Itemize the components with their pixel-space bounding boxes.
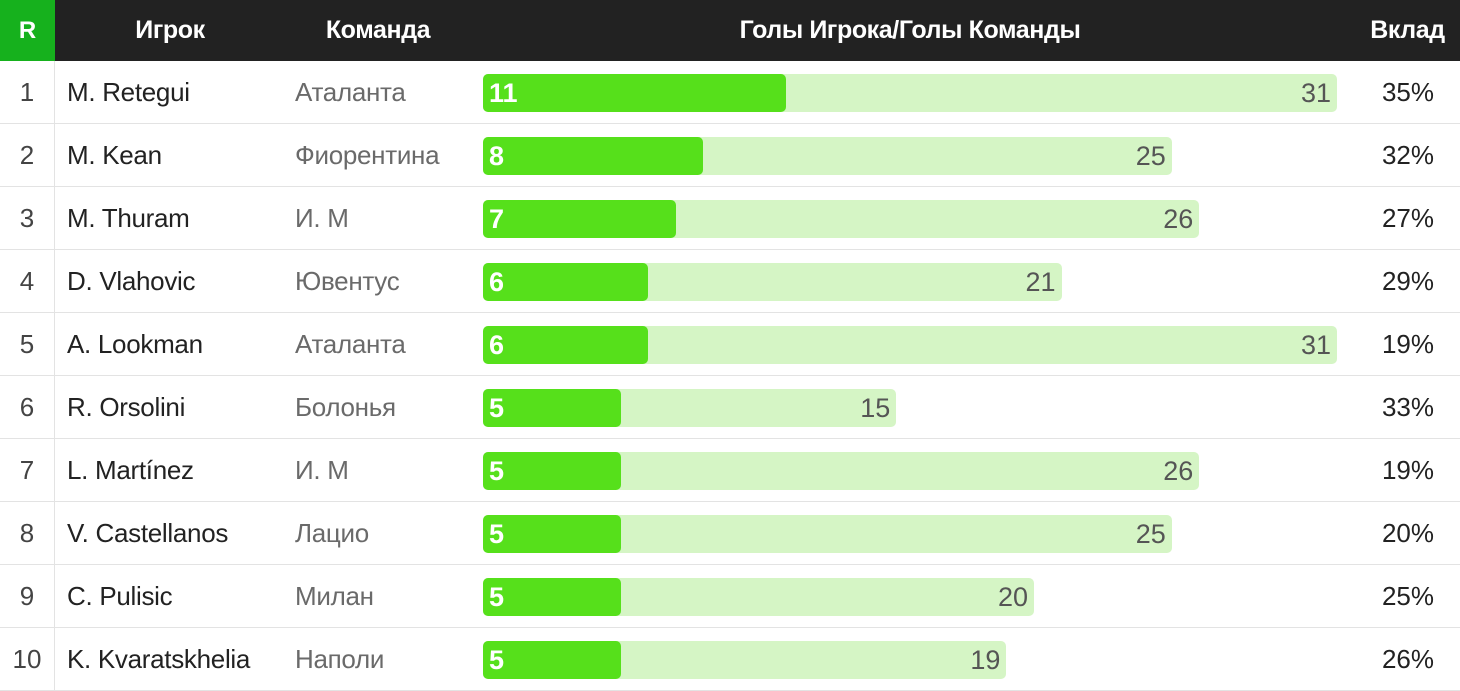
team-goals-label: 20 <box>997 581 1028 612</box>
team-name[interactable]: Аталанта <box>295 76 406 107</box>
header-rank[interactable]: R <box>0 0 55 61</box>
rank-cell: 3 <box>0 187 55 249</box>
rank-cell: 4 <box>0 250 55 312</box>
table-row[interactable]: 2 M. Kean Фиорентина 8 25 32% <box>0 124 1460 187</box>
contribution-value: 29% <box>1381 265 1434 296</box>
team-goals-label: 26 <box>1163 203 1194 234</box>
contribution-value: 33% <box>1381 391 1434 422</box>
team-goals-label: 25 <box>1135 518 1166 549</box>
player-name[interactable]: L. Martínez <box>67 454 194 485</box>
player-goals-bar <box>483 578 621 616</box>
player-goals-label: 8 <box>489 140 505 171</box>
rank-cell: 5 <box>0 313 55 375</box>
contribution-value: 26% <box>1381 643 1434 674</box>
team-goals-label: 31 <box>1301 329 1332 360</box>
team-goals-label: 19 <box>970 644 1001 675</box>
rank-cell: 10 <box>0 628 55 690</box>
rank-cell: 7 <box>0 439 55 501</box>
table-row[interactable]: 1 M. Retegui Аталанта 11 31 35% <box>0 61 1460 124</box>
table-row[interactable]: 7 L. Martínez И. М 5 26 19% <box>0 439 1460 502</box>
team-name[interactable]: Наполи <box>295 643 385 674</box>
rank-cell: 6 <box>0 376 55 438</box>
player-goals-bar <box>483 641 621 679</box>
rank-cell: 2 <box>0 124 55 186</box>
player-goals-label: 5 <box>489 392 505 423</box>
player-goals-bar <box>483 200 676 238</box>
table-row[interactable]: 9 C. Pulisic Милан 5 20 25% <box>0 565 1460 628</box>
contribution-value: 20% <box>1381 517 1434 548</box>
player-name[interactable]: M. Kean <box>67 139 162 170</box>
table-row[interactable]: 8 V. Castellanos Лацио 5 25 20% <box>0 502 1460 565</box>
player-name[interactable]: M. Thuram <box>67 202 190 233</box>
player-goals-label: 6 <box>489 329 505 360</box>
player-name[interactable]: C. Pulisic <box>67 580 173 611</box>
team-goals-label: 25 <box>1135 140 1166 171</box>
player-goals-label: 11 <box>489 77 518 108</box>
contribution-value: 27% <box>1381 202 1434 233</box>
team-name[interactable]: И. М <box>295 202 349 233</box>
player-goals-bar <box>483 263 649 301</box>
player-goals-label: 6 <box>489 266 505 297</box>
player-goals-label: 5 <box>489 518 505 549</box>
player-goals-label: 5 <box>489 644 505 675</box>
table-row[interactable]: 4 D. Vlahovic Ювентус 6 21 29% <box>0 250 1460 313</box>
player-name[interactable]: R. Orsolini <box>67 391 186 422</box>
team-goals-label: 26 <box>1163 455 1194 486</box>
team-name[interactable]: Фиорентина <box>295 139 440 170</box>
rank-cell: 9 <box>0 565 55 627</box>
contribution-value: 19% <box>1381 454 1434 485</box>
team-goals-label: 15 <box>860 392 891 423</box>
team-goals-label: 21 <box>1025 266 1056 297</box>
team-name[interactable]: И. М <box>295 454 349 485</box>
header-contribution[interactable]: Вклад <box>1370 16 1445 44</box>
player-goals-label: 5 <box>489 581 505 612</box>
contribution-value: 32% <box>1381 139 1434 170</box>
contribution-value: 25% <box>1381 580 1434 611</box>
player-goals-bar <box>483 74 787 112</box>
team-name[interactable]: Ювентус <box>295 265 400 296</box>
player-name[interactable]: M. Retegui <box>67 76 190 107</box>
table-row[interactable]: 6 R. Orsolini Болонья 5 15 33% <box>0 376 1460 439</box>
table-row[interactable]: 5 A. Lookman Аталанта 6 31 19% <box>0 313 1460 376</box>
player-name[interactable]: A. Lookman <box>67 328 203 359</box>
table-header: R Игрок Команда Голы Игрока/Голы Команды… <box>0 0 1460 61</box>
player-goals-bar <box>483 389 621 427</box>
player-goals-bar <box>483 137 704 175</box>
table-row[interactable]: 10 K. Kvaratskhelia Наполи 5 19 26% <box>0 628 1460 691</box>
contribution-value: 35% <box>1381 76 1434 107</box>
header-player[interactable]: Игрок <box>135 16 205 44</box>
header-team[interactable]: Команда <box>325 16 431 44</box>
player-goals-bar <box>483 326 649 364</box>
table-row[interactable]: 3 M. Thuram И. М 7 26 27% <box>0 187 1460 250</box>
team-name[interactable]: Милан <box>295 580 374 611</box>
player-goals-label: 5 <box>489 455 505 486</box>
contribution-value: 19% <box>1381 328 1434 359</box>
player-goals-bar <box>483 515 621 553</box>
rank-cell: 8 <box>0 502 55 564</box>
team-name[interactable]: Аталанта <box>295 328 406 359</box>
player-goals-label: 7 <box>489 203 505 234</box>
player-name[interactable]: K. Kvaratskhelia <box>67 643 251 674</box>
team-goals-label: 31 <box>1301 77 1332 108</box>
team-name[interactable]: Болонья <box>295 391 396 422</box>
player-goals-bar <box>483 452 621 490</box>
header-goals[interactable]: Голы Игрока/Голы Команды <box>739 16 1081 44</box>
player-name[interactable]: D. Vlahovic <box>67 265 196 296</box>
team-name[interactable]: Лацио <box>295 517 369 548</box>
rank-cell: 1 <box>0 61 55 123</box>
player-name[interactable]: V. Castellanos <box>67 517 229 548</box>
